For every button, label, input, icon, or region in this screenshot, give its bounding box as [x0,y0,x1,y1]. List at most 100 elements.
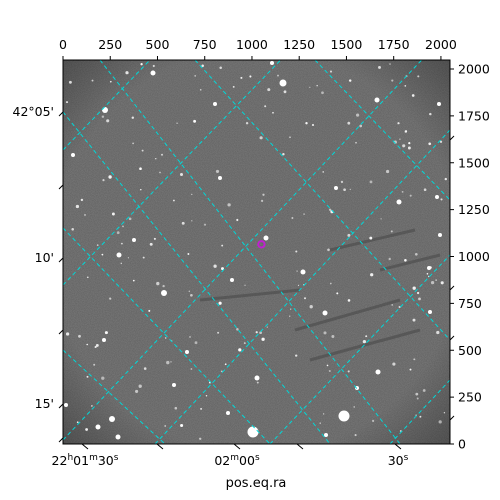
star [111,212,115,216]
grid-line [154,129,450,444]
star [319,422,321,424]
star [309,86,311,88]
star [305,122,308,125]
star [139,167,142,171]
star [444,177,447,181]
grid-line [269,254,450,444]
star [288,315,291,317]
x-tick-label: 1500 [331,37,363,52]
star [438,233,442,237]
star [93,363,96,366]
star [266,326,268,328]
star [262,193,265,196]
grid-line [99,60,401,444]
star [416,291,420,295]
star [68,80,72,84]
star [438,420,442,424]
star [132,142,134,145]
star [194,341,198,345]
star [166,360,170,365]
star [224,363,227,366]
ra-tick-mark [394,443,402,450]
star [407,146,411,150]
star [443,412,446,414]
star [347,233,351,237]
star [170,361,172,363]
x-tick-label: 2000 [425,37,457,52]
star [256,381,259,384]
dec-tick-mark [58,257,64,263]
ra-tick-mark [233,443,241,450]
star [102,107,108,113]
x-tick-label: 1750 [378,37,410,52]
star [199,88,202,91]
star [203,223,207,226]
star [161,153,163,156]
star [348,79,352,82]
dec-tick-mark [58,403,64,409]
star [150,70,156,76]
star [65,101,69,104]
star [291,217,294,219]
star [440,198,443,201]
target-marker [257,240,266,249]
star [102,338,106,342]
star [362,339,367,344]
star [419,415,422,418]
y-ticks-right: 0 250 500 750 1000 1250 1500 1750 2000 [449,62,490,452]
star [101,115,105,118]
star [156,281,160,286]
star [109,416,115,422]
star [413,358,416,361]
star [180,423,184,428]
star [76,421,79,424]
star [272,111,274,114]
star [429,112,432,116]
x-axis-label: pos.eq.ra [226,476,287,491]
star [65,332,70,336]
star [374,97,380,103]
star [128,217,132,221]
star [104,331,108,335]
star [398,200,400,202]
ra-minor-tick [156,443,164,450]
star [260,199,264,203]
star [172,383,176,387]
streak [294,298,401,332]
image-plot-area [63,60,450,444]
star [277,74,279,77]
star [221,267,224,271]
star [135,389,139,393]
star [254,375,260,381]
dec-right-tick [449,135,455,141]
star [127,257,130,259]
star [355,141,357,144]
star [232,85,235,88]
star [402,144,406,148]
star [261,337,265,341]
star [187,253,190,255]
grid-line [314,60,450,201]
plot-frame [62,59,451,445]
star [247,426,259,438]
star [227,203,231,207]
star [404,85,407,87]
star [161,290,167,296]
star [414,252,418,256]
y-tick-label: 750 [458,296,482,311]
star [322,413,325,415]
star [397,122,400,125]
star [200,407,203,410]
star [409,194,412,197]
star [226,411,230,415]
star [401,190,404,193]
star [435,195,439,199]
grid-line [63,60,423,441]
sky-vignette [63,60,450,444]
star [189,336,191,338]
star [109,297,112,300]
star [91,79,94,82]
star [408,142,411,145]
grid-line [63,349,166,444]
